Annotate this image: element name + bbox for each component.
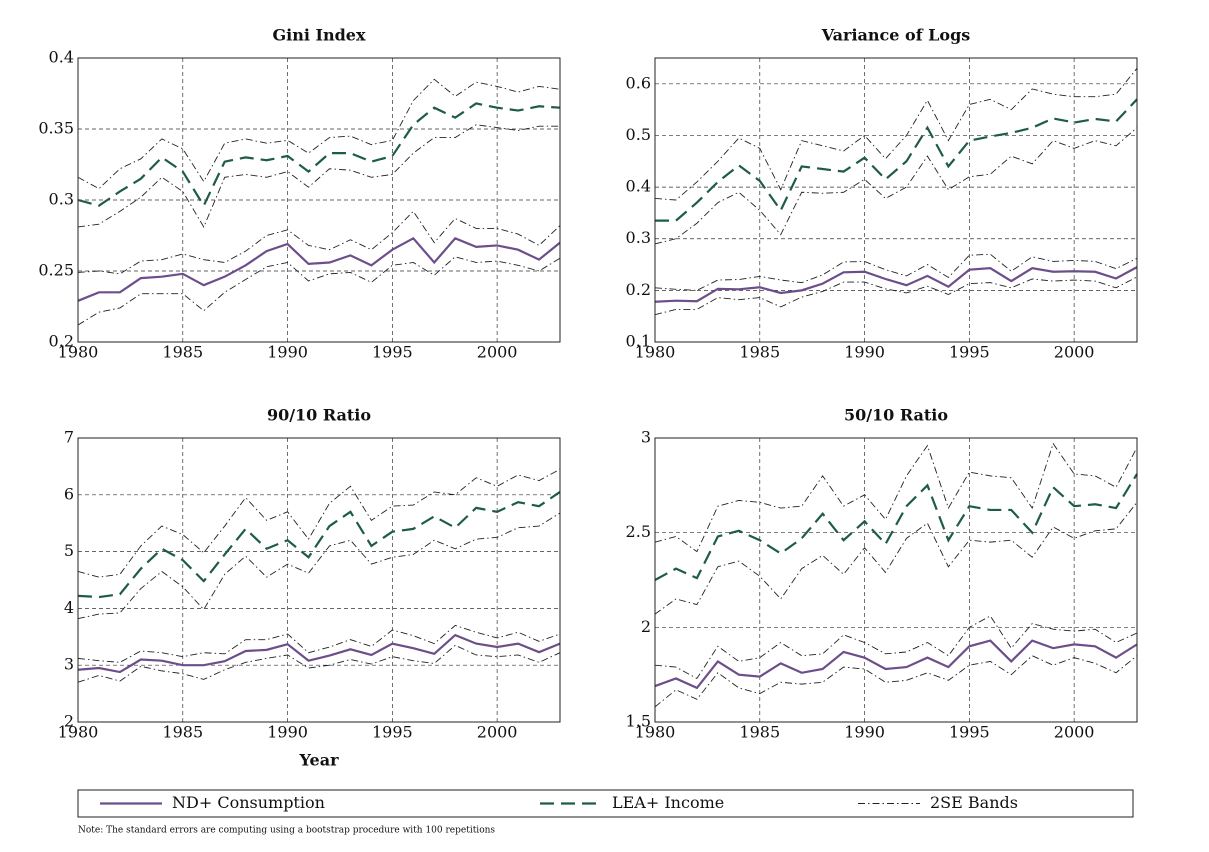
x-tick-label: 1995 bbox=[372, 723, 413, 742]
x-tick-label: 1985 bbox=[162, 343, 203, 362]
y-tick-label: 0.3 bbox=[49, 190, 74, 209]
x-tick-label: 1990 bbox=[267, 723, 308, 742]
y-tick-label: 2 bbox=[641, 617, 651, 636]
series-line bbox=[654, 615, 1138, 680]
plot-frame bbox=[654, 437, 1138, 723]
series-line bbox=[654, 266, 1138, 303]
x-tick-label: 1980 bbox=[58, 723, 99, 742]
x-tick-label: 2000 bbox=[477, 723, 518, 742]
x-tick-label: 1990 bbox=[844, 723, 885, 742]
series-line bbox=[654, 442, 1138, 553]
x-axis-label: Year bbox=[298, 751, 339, 770]
chart-title: 90/10 Ratio bbox=[267, 406, 371, 425]
series-line bbox=[77, 78, 561, 190]
y-tick-label: 3 bbox=[64, 655, 74, 674]
y-tick-label: 0.4 bbox=[49, 48, 74, 67]
x-tick-label: 1985 bbox=[739, 343, 780, 362]
y-tick-label: 0.4 bbox=[626, 177, 651, 196]
y-tick-label: 3 bbox=[641, 428, 651, 447]
x-tick-label: 2000 bbox=[477, 343, 518, 362]
series-line bbox=[77, 633, 561, 674]
series-line bbox=[77, 644, 561, 683]
series-line bbox=[77, 468, 561, 578]
x-tick-label: 1985 bbox=[739, 723, 780, 742]
x-tick-label: 1995 bbox=[949, 343, 990, 362]
y-tick-label: 0.5 bbox=[626, 125, 651, 144]
plot-frame bbox=[77, 57, 561, 343]
series-line bbox=[655, 98, 1138, 222]
y-tick-label: 0.6 bbox=[626, 73, 651, 92]
series-line bbox=[654, 68, 1138, 201]
x-tick-label: 2000 bbox=[1054, 343, 1095, 362]
legend-label: 2SE Bands bbox=[930, 793, 1018, 812]
series-line bbox=[654, 276, 1138, 316]
series-line bbox=[77, 102, 561, 208]
y-tick-label: 5 bbox=[64, 541, 74, 560]
series-line bbox=[77, 491, 561, 599]
y-tick-label: 7 bbox=[64, 428, 74, 447]
x-tick-label: 1990 bbox=[844, 343, 885, 362]
chart-title: Gini Index bbox=[272, 26, 366, 45]
series-line bbox=[77, 236, 561, 302]
series-line bbox=[654, 127, 1138, 245]
series-line bbox=[654, 655, 1138, 708]
x-tick-label: 1980 bbox=[635, 723, 676, 742]
x-tick-label: 1985 bbox=[162, 723, 203, 742]
plot-frame bbox=[77, 437, 561, 723]
x-tick-label: 2000 bbox=[1054, 723, 1095, 742]
y-tick-label: 4 bbox=[64, 598, 74, 617]
y-tick-label: 0.35 bbox=[38, 119, 74, 138]
series-line bbox=[654, 473, 1138, 581]
y-tick-label: 0.1 bbox=[626, 332, 651, 351]
series-line bbox=[77, 512, 561, 620]
legend-label: LEA+ Income bbox=[612, 793, 724, 812]
chart-title: 50/10 Ratio bbox=[844, 406, 948, 425]
y-tick-label: 1.5 bbox=[626, 712, 651, 731]
y-tick-label: 0.2 bbox=[49, 332, 74, 351]
series-line bbox=[654, 502, 1138, 615]
x-tick-label: 1995 bbox=[949, 723, 990, 742]
legend-box bbox=[77, 789, 1134, 818]
series-line bbox=[77, 256, 561, 326]
x-tick-label: 1980 bbox=[58, 343, 99, 362]
y-tick-label: 0.2 bbox=[626, 280, 651, 299]
legend-label: ND+ Consumption bbox=[172, 793, 325, 812]
series-line bbox=[654, 639, 1138, 690]
note: Note: The standard errors are computing … bbox=[78, 826, 495, 836]
plot-frame bbox=[654, 57, 1138, 343]
y-tick-label: 2.5 bbox=[626, 522, 651, 541]
series-line bbox=[654, 253, 1138, 291]
x-tick-label: 1980 bbox=[635, 343, 676, 362]
y-tick-label: 0.25 bbox=[38, 261, 74, 280]
chart-title: Variance of Logs bbox=[821, 26, 971, 45]
x-tick-label: 1995 bbox=[372, 343, 413, 362]
series-line bbox=[77, 124, 560, 228]
series-line bbox=[77, 210, 561, 275]
y-tick-label: 2 bbox=[64, 712, 74, 731]
x-tick-label: 1990 bbox=[267, 343, 308, 362]
y-tick-label: 6 bbox=[64, 484, 74, 503]
y-tick-label: 0.3 bbox=[626, 228, 651, 247]
series-line bbox=[77, 624, 561, 663]
